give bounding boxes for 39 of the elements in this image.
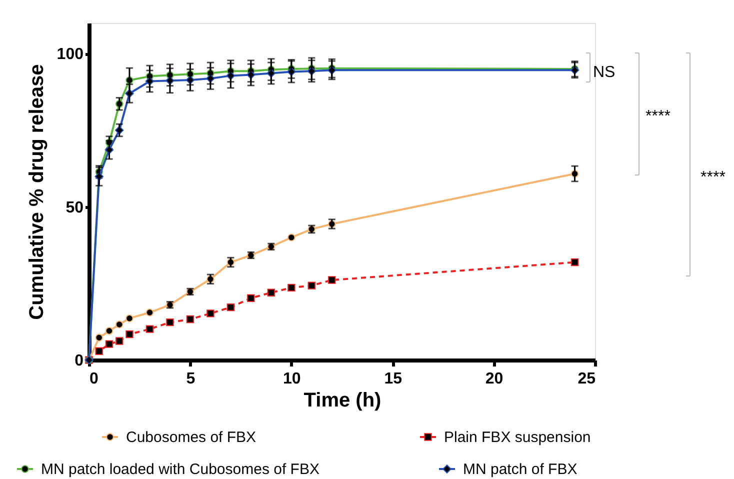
point xyxy=(186,315,194,324)
y-axis-title: Cumulative % drug release xyxy=(26,64,48,320)
point xyxy=(570,258,579,266)
x-tick-label: 25 xyxy=(578,370,596,388)
y-tick-label: 100 xyxy=(56,46,84,64)
point xyxy=(288,234,296,242)
point xyxy=(126,314,134,322)
point xyxy=(105,340,114,348)
point xyxy=(247,294,255,302)
x-tick-label: 5 xyxy=(186,370,196,388)
legend-label: Plain FBX suspension xyxy=(444,429,591,446)
point xyxy=(308,282,316,290)
legend-label: MN patch of FBX xyxy=(463,461,578,478)
x-tick-label: 20 xyxy=(485,370,504,388)
point xyxy=(105,327,114,335)
text: **** xyxy=(700,169,726,186)
point xyxy=(267,288,276,296)
x-tick-label: 0 xyxy=(90,370,98,388)
point xyxy=(206,310,214,318)
x-tick-label: 10 xyxy=(283,370,301,388)
point xyxy=(146,308,154,316)
point xyxy=(95,334,103,342)
annotation: NS xyxy=(593,64,616,81)
legend-label: Cubosomes of FBX xyxy=(126,429,256,446)
point xyxy=(116,320,124,328)
x-axis-title: Time (h) xyxy=(304,390,382,412)
x-tick-label: 15 xyxy=(384,370,402,388)
point xyxy=(328,276,336,284)
point xyxy=(126,330,134,338)
text: **** xyxy=(646,108,670,125)
point xyxy=(95,347,103,355)
legend-label: MN patch loaded with Cubosomes of FBX xyxy=(41,461,320,478)
point xyxy=(166,318,174,326)
y-tick-label: 50 xyxy=(66,199,84,216)
point xyxy=(116,337,124,345)
point xyxy=(288,284,296,292)
point xyxy=(146,325,154,333)
point xyxy=(226,303,235,312)
y-tick-label: 0 xyxy=(74,352,84,370)
